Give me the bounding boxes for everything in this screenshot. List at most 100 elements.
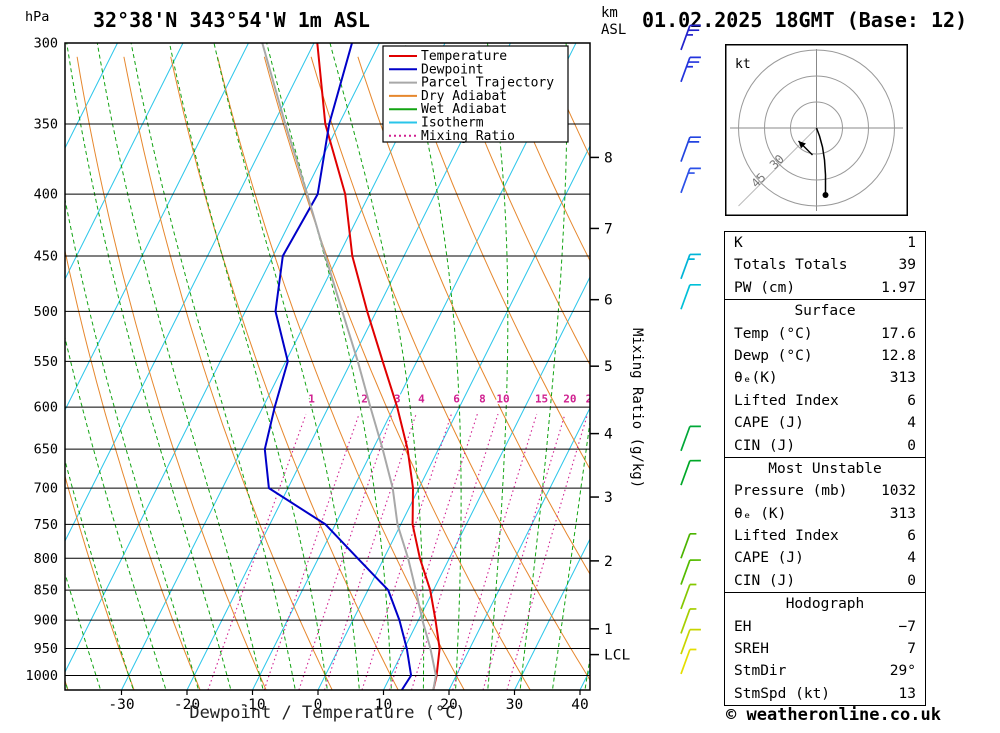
stat-value: 0 [907,437,916,454]
stat-row: StmDir 29° [725,660,925,682]
stat-row: Lifted Index 6 [725,390,925,412]
sounding-curves [261,43,441,690]
svg-text:350: 350 [34,116,58,132]
svg-text:10: 10 [375,697,392,713]
svg-text:Dry Adiabat: Dry Adiabat [421,89,507,104]
svg-text:4: 4 [604,427,613,443]
stats-panel: Surface Temp (°C) 17.6 Dewp (°C) 12.8 θₑ(K) 31… [724,299,926,458]
stats-panel: Most Unstable Pressure (mb) 1032 θₑ (K) 313 L… [724,456,926,594]
stat-label: EH [734,618,752,635]
svg-text:850: 850 [34,583,58,599]
svg-text:Mixing Ratio: Mixing Ratio [421,129,515,144]
stat-row: θₑ (K) 313 [725,503,925,525]
stat-row: Pressure (mb) 1032 [725,480,925,502]
panel-title: Surface [794,303,856,320]
svg-text:5: 5 [604,359,613,375]
stat-row: θₑ(K) 313 [725,367,925,389]
stat-row: Temp (°C) 17.6 [725,323,925,345]
stat-value: 13 [898,685,916,702]
stat-label: K [734,235,743,251]
svg-text:3: 3 [394,392,401,405]
svg-text:800: 800 [34,551,58,567]
svg-text:3: 3 [604,490,613,506]
footer-credit: © weatheronline.co.uk [726,705,941,725]
svg-text:2: 2 [604,554,613,570]
svg-text:550: 550 [34,354,58,370]
svg-text:Isotherm: Isotherm [421,116,484,131]
svg-text:Temperature: Temperature [421,49,507,64]
hodograph-arrowhead [798,141,806,149]
svg-text:700: 700 [34,481,58,497]
stat-value: 313 [889,505,916,522]
svg-text:40: 40 [571,697,588,713]
svg-text:30: 30 [506,697,523,713]
stats-panel: K 1 Totals Totals 39 PW (cm) 1.97 [724,231,926,301]
svg-text:900: 900 [34,613,58,629]
stat-value: 6 [907,392,916,409]
series-dewpoint [263,43,413,690]
svg-text:8: 8 [479,392,486,405]
stat-value: 29° [889,663,916,680]
km-axis: 8 7 6 5 4 3 2 1 LCL [590,150,630,664]
svg-text:950: 950 [34,641,58,657]
stat-label: CIN (J) [734,572,796,589]
stat-label: PW (cm) [734,279,796,296]
panel-title: Most Unstable [768,460,882,477]
stat-value: 0 [907,572,916,589]
stat-label: SREH [734,641,769,658]
stat-row: CIN (J) 0 [725,435,925,457]
panel-title: Hodograph [785,596,865,613]
stat-value: 1 [907,235,916,251]
pressure-axis: 300 350 400 450 500 550 600 650 700 750 800 850 900 9… [25,36,58,684]
station-title: 32°38'N 343°54'W 1m ASL [93,8,370,32]
stat-value: 313 [889,370,916,387]
svg-text:15: 15 [535,392,548,405]
wind-barbs [680,24,701,675]
svg-text:6: 6 [604,293,613,309]
svg-text:LCL: LCL [604,648,630,664]
svg-text:600: 600 [34,400,58,416]
stat-label: Temp (°C) [734,325,813,342]
asl-label: ASL [601,22,627,38]
stats-panel: Hodograph EH −7 SREH 7 StmDir 29° StmSpd (kt) 13 [724,592,926,707]
stat-row: CIN (J) 0 [725,570,925,592]
altitude-unit-label: km ASL [601,5,626,39]
stat-row: EH −7 [725,616,925,638]
stat-value: 39 [898,257,916,274]
svg-text:-20: -20 [174,697,200,713]
svg-text:4: 4 [418,392,425,405]
stat-value: 4 [907,550,916,567]
svg-text:25: 25 [586,392,599,405]
svg-text:Wet Adiabat: Wet Adiabat [421,102,507,117]
stat-label: Lifted Index [734,392,839,409]
svg-text:2: 2 [361,392,368,405]
stat-row: Lifted Index 6 [725,525,925,547]
svg-text:20: 20 [440,697,457,713]
stat-label: StmDir [734,663,787,680]
pressure-unit-label: hPa [25,9,50,25]
storm-motion-dot [822,192,829,198]
stat-label: Totals Totals [734,257,848,274]
svg-text:400: 400 [34,187,58,203]
svg-text:8: 8 [604,150,613,166]
stat-label: Lifted Index [734,528,839,545]
hodograph-trace [815,127,827,194]
stat-value: 4 [907,415,916,432]
stat-label: CIN (J) [734,437,796,454]
stats-panels: K 1 Totals Totals 39 PW (cm) 1.97 Surface Temp … [724,231,926,707]
svg-text:-30: -30 [108,697,134,713]
stat-label: θₑ(K) [734,370,778,387]
svg-text:20: 20 [563,392,576,405]
svg-text:300: 300 [34,36,58,52]
svg-text:650: 650 [34,442,58,458]
stat-label: Dewp (°C) [734,347,813,364]
stat-label: CAPE (J) [734,550,804,567]
mixing-ratio-axis-label: Mixing Ratio (g/kg) [629,328,645,488]
stat-row: Dewp (°C) 12.8 [725,345,925,367]
stat-value: 6 [907,528,916,545]
svg-text:-10: -10 [239,697,265,713]
